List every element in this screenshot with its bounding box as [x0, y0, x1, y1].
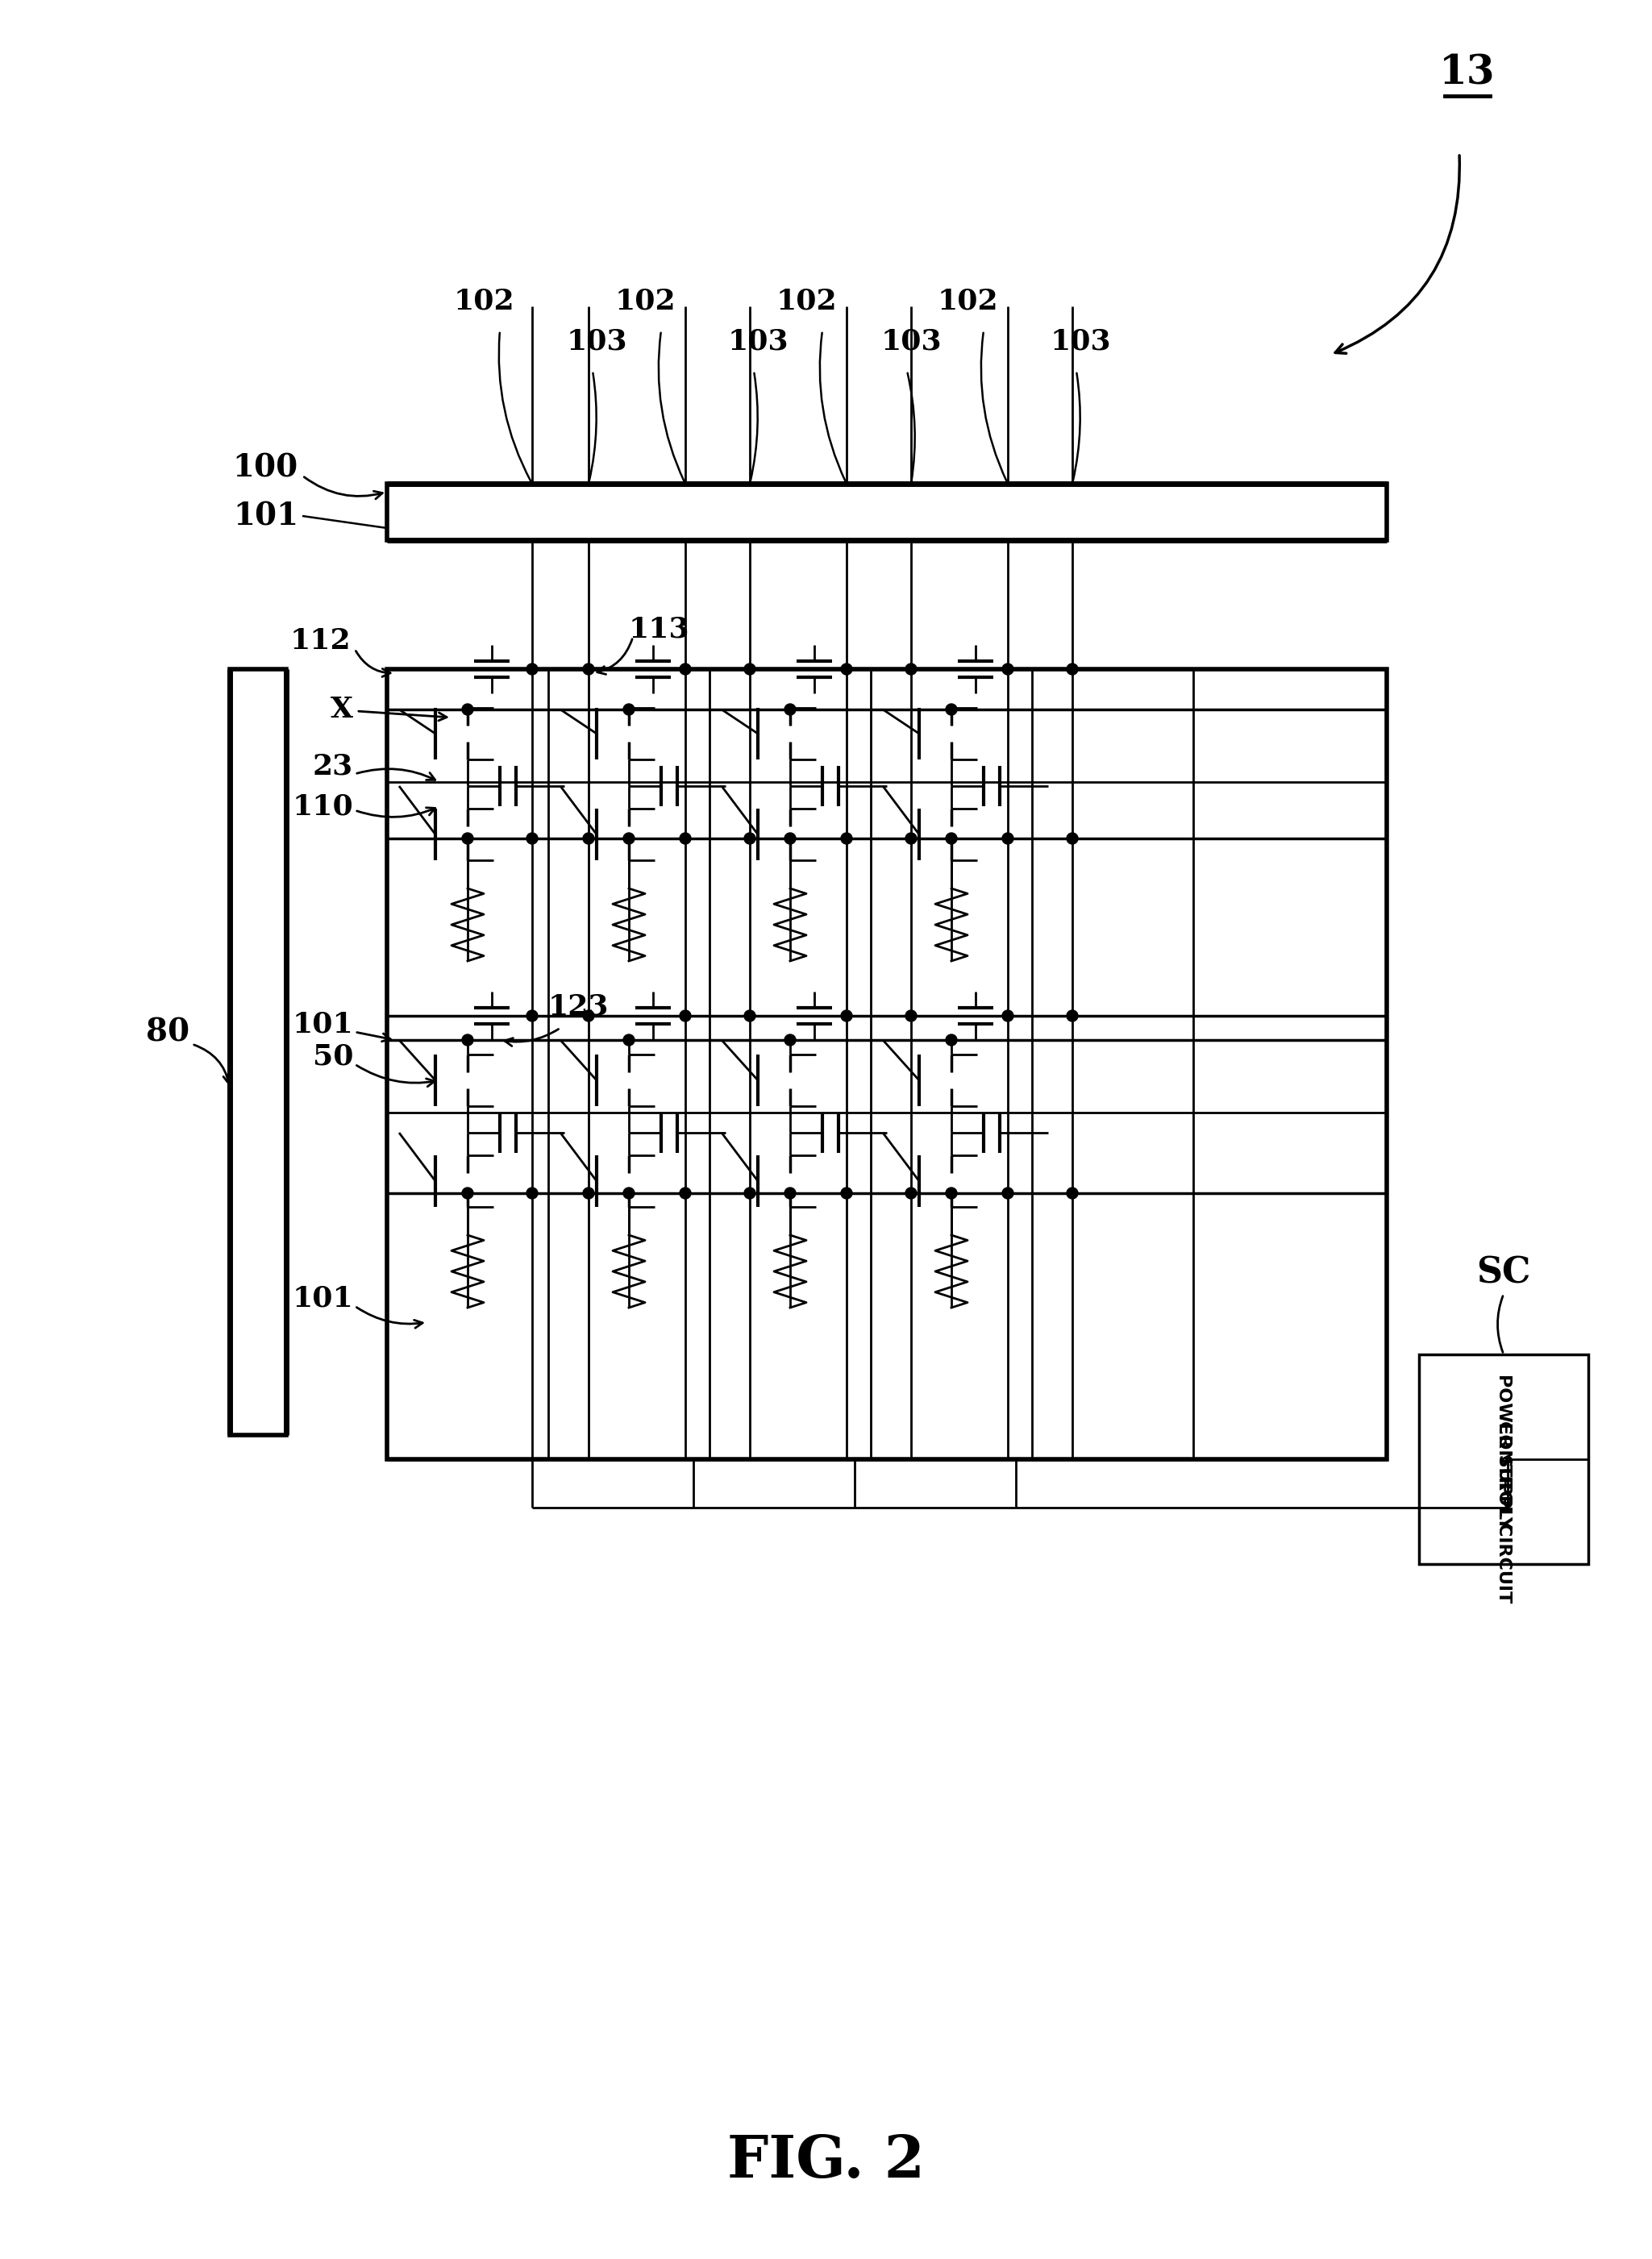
Text: 110: 110: [292, 793, 354, 820]
FancyArrowPatch shape: [357, 1308, 423, 1328]
Text: 80: 80: [145, 1017, 190, 1048]
Circle shape: [679, 664, 691, 675]
Text: 102: 102: [615, 287, 676, 314]
FancyArrowPatch shape: [357, 768, 434, 779]
Circle shape: [679, 1010, 691, 1021]
Circle shape: [905, 1188, 917, 1200]
Circle shape: [743, 834, 755, 845]
Circle shape: [1003, 664, 1013, 675]
FancyArrowPatch shape: [357, 809, 434, 818]
FancyArrowPatch shape: [357, 1066, 434, 1087]
Circle shape: [905, 664, 917, 675]
Text: CONTROL CIRCUIT: CONTROL CIRCUIT: [1495, 1421, 1512, 1604]
Circle shape: [743, 1188, 755, 1200]
Circle shape: [945, 1188, 957, 1200]
Circle shape: [527, 664, 539, 675]
Circle shape: [583, 1188, 595, 1200]
Text: 50: 50: [312, 1041, 354, 1071]
Text: POWER SUPPLY: POWER SUPPLY: [1495, 1373, 1512, 1529]
Text: 103: 103: [1051, 328, 1110, 355]
Text: 102: 102: [776, 287, 836, 314]
Bar: [1419, 1355, 1588, 1563]
Text: 103: 103: [567, 328, 628, 355]
Text: 113: 113: [629, 614, 691, 642]
Circle shape: [785, 834, 796, 845]
Text: 102: 102: [453, 287, 514, 314]
Circle shape: [1003, 1010, 1013, 1021]
Text: 101: 101: [233, 501, 299, 531]
Circle shape: [623, 705, 634, 716]
Text: 23: 23: [312, 752, 354, 779]
Circle shape: [623, 1188, 634, 1200]
Circle shape: [583, 664, 595, 675]
Text: 101: 101: [292, 1010, 354, 1037]
Circle shape: [1067, 1010, 1079, 1021]
Circle shape: [1003, 1188, 1013, 1200]
Circle shape: [785, 705, 796, 716]
Circle shape: [463, 834, 472, 845]
FancyArrowPatch shape: [357, 1032, 390, 1041]
Circle shape: [583, 834, 595, 845]
Circle shape: [463, 1035, 472, 1046]
Circle shape: [679, 834, 691, 845]
FancyArrowPatch shape: [1335, 156, 1460, 352]
FancyArrowPatch shape: [358, 712, 446, 721]
Circle shape: [945, 834, 957, 845]
Bar: [387, 483, 1386, 540]
Circle shape: [743, 664, 755, 675]
Text: 112: 112: [289, 628, 350, 655]
Text: 13: 13: [1439, 54, 1495, 93]
Circle shape: [1003, 834, 1013, 845]
Circle shape: [841, 1188, 852, 1200]
Circle shape: [841, 834, 852, 845]
Text: FIG. 2: FIG. 2: [727, 2132, 925, 2189]
Text: 103: 103: [881, 328, 942, 355]
FancyArrowPatch shape: [504, 1030, 558, 1046]
Circle shape: [905, 834, 917, 845]
Circle shape: [785, 1188, 796, 1200]
Circle shape: [623, 834, 634, 845]
Circle shape: [841, 1010, 852, 1021]
Circle shape: [1067, 664, 1079, 675]
Circle shape: [527, 834, 539, 845]
Text: 101: 101: [292, 1285, 354, 1312]
Circle shape: [1067, 1188, 1079, 1200]
Text: 100: 100: [233, 452, 299, 483]
Text: SC: SC: [1477, 1256, 1531, 1290]
FancyArrowPatch shape: [355, 651, 390, 678]
Text: 102: 102: [937, 287, 998, 314]
Text: 103: 103: [727, 328, 788, 355]
Circle shape: [1067, 834, 1079, 845]
Bar: [387, 669, 1386, 1459]
FancyArrowPatch shape: [598, 639, 633, 673]
Circle shape: [945, 1035, 957, 1046]
Text: 123: 123: [548, 992, 610, 1019]
Circle shape: [527, 1010, 539, 1021]
Circle shape: [583, 1010, 595, 1021]
Circle shape: [679, 1188, 691, 1200]
Circle shape: [463, 1188, 472, 1200]
FancyArrowPatch shape: [304, 477, 382, 499]
FancyArrowPatch shape: [193, 1044, 231, 1084]
Circle shape: [841, 664, 852, 675]
Bar: [230, 669, 286, 1434]
Circle shape: [463, 705, 472, 716]
Circle shape: [785, 1035, 796, 1046]
Circle shape: [905, 1010, 917, 1021]
Circle shape: [527, 1188, 539, 1200]
Text: X: X: [330, 696, 354, 723]
Circle shape: [623, 1035, 634, 1046]
Circle shape: [743, 1010, 755, 1021]
Circle shape: [945, 705, 957, 716]
